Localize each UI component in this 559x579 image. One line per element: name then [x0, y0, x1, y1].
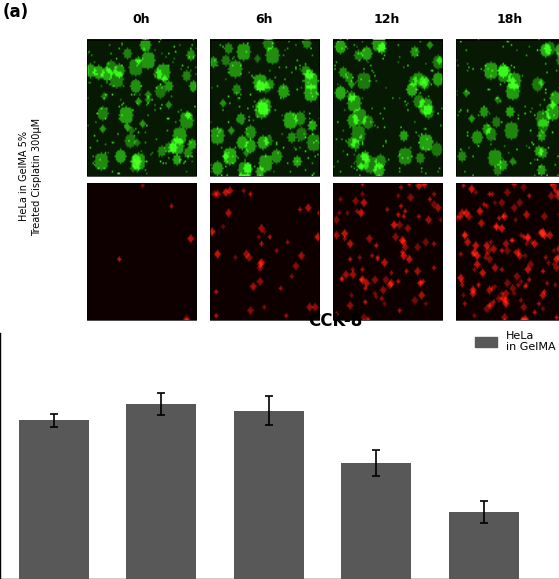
Bar	[126, 404, 196, 579]
Bar	[449, 512, 519, 579]
Text: 12h: 12h	[374, 13, 400, 26]
Text: CCK-8: CCK-8	[308, 312, 363, 329]
Text: HeLa in GelMA 5%
Treated Cisplatin 300μM: HeLa in GelMA 5% Treated Cisplatin 300μM	[19, 118, 42, 236]
Bar	[456, 40, 559, 177]
Bar	[210, 40, 319, 177]
Bar	[87, 183, 196, 320]
Bar	[210, 183, 319, 320]
Text: 18h: 18h	[497, 13, 523, 26]
Bar	[456, 183, 559, 320]
Text: 6h: 6h	[255, 13, 273, 26]
Bar	[234, 411, 304, 579]
Bar	[87, 40, 196, 177]
Bar	[333, 40, 442, 177]
Legend: HeLa
in GelMA 5%: HeLa in GelMA 5%	[471, 326, 559, 357]
Text: (a): (a)	[3, 3, 29, 21]
Bar	[333, 183, 442, 320]
Text: 0h: 0h	[132, 13, 150, 26]
Bar	[342, 463, 411, 579]
Bar	[19, 420, 89, 579]
